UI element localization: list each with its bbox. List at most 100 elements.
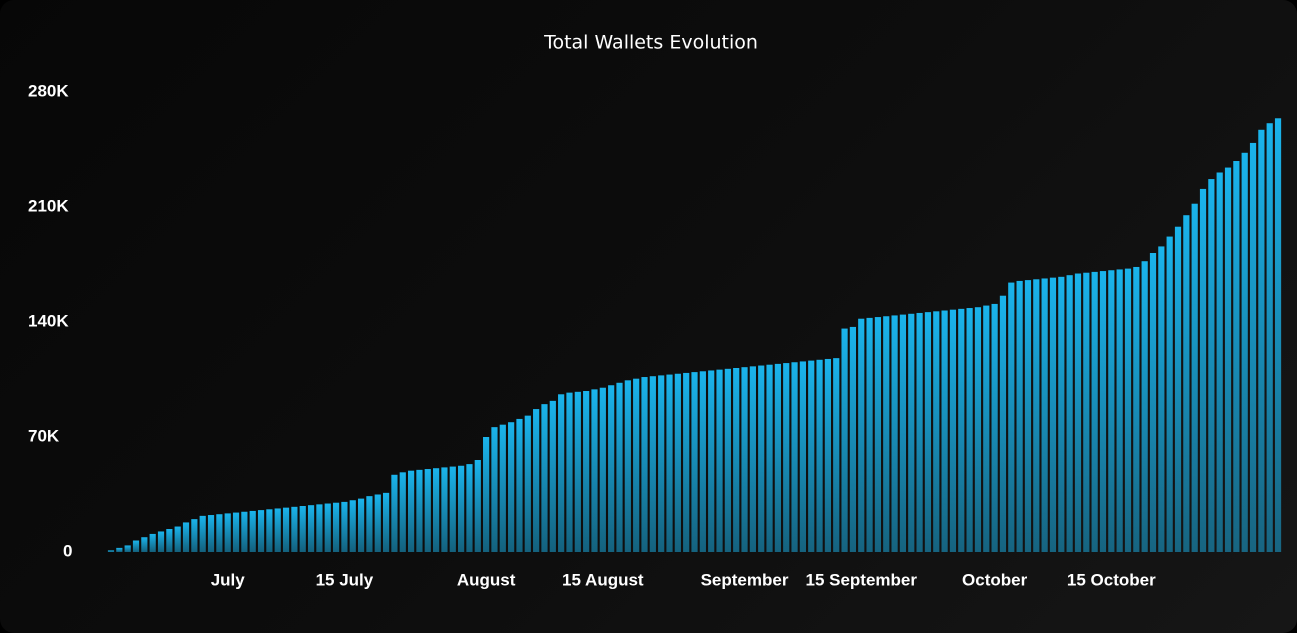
bar (966, 308, 973, 552)
bar (858, 318, 865, 552)
bar (599, 387, 606, 552)
bar (766, 364, 773, 552)
x-tick-label: August (457, 570, 516, 589)
bar (649, 376, 656, 552)
bar (824, 358, 831, 552)
bar (549, 400, 556, 552)
y-tick-label: 140K (28, 311, 69, 330)
bar (716, 369, 723, 552)
bar (674, 373, 681, 552)
bar (466, 464, 473, 552)
bar (433, 468, 440, 552)
bar (1149, 253, 1157, 552)
bar (474, 460, 481, 552)
x-tick-label: 15 September (805, 570, 917, 589)
bar (274, 508, 281, 552)
bar (483, 437, 490, 552)
bar (124, 545, 131, 552)
bar (191, 519, 198, 552)
bar (733, 368, 740, 552)
bar (1224, 167, 1232, 553)
bar (407, 470, 415, 552)
bar (1183, 215, 1190, 552)
bar (958, 308, 965, 552)
bar (999, 295, 1007, 552)
bar (891, 315, 898, 552)
bar (1099, 271, 1107, 552)
bar (107, 550, 115, 552)
bar (758, 365, 765, 552)
bar (357, 498, 365, 552)
x-tick-label: September (701, 570, 789, 589)
bar (849, 326, 857, 552)
bar (683, 372, 690, 552)
bar (658, 375, 665, 552)
bar (808, 360, 815, 552)
bar (833, 358, 840, 552)
bar (1124, 268, 1132, 552)
bar (566, 392, 573, 552)
bar (791, 362, 798, 552)
bar (1058, 276, 1065, 552)
bar (1191, 203, 1198, 552)
bar (508, 422, 515, 552)
bar (499, 424, 506, 552)
bar (641, 377, 648, 552)
bar (949, 309, 957, 552)
chart-title: Total Wallets Evolution (543, 32, 758, 54)
bar (741, 367, 748, 552)
bar (307, 505, 315, 552)
bar (1074, 273, 1082, 552)
bar (249, 510, 256, 552)
bar (1041, 278, 1048, 552)
bar (724, 368, 731, 552)
bar (257, 510, 265, 552)
bar (282, 507, 290, 552)
bar (1083, 272, 1090, 552)
bar (983, 305, 990, 552)
bar (574, 391, 581, 552)
bar (1016, 280, 1023, 552)
bar (749, 366, 756, 552)
bar (458, 465, 465, 552)
bar (1274, 118, 1282, 553)
bar (624, 380, 631, 552)
bar (366, 496, 373, 552)
bar (1008, 282, 1015, 552)
bar (216, 514, 223, 552)
bar (1158, 246, 1165, 552)
bar (174, 526, 181, 552)
bar (591, 389, 598, 552)
bar (1233, 161, 1240, 552)
bar (1024, 280, 1032, 552)
bar (232, 512, 240, 552)
bar (1066, 275, 1073, 552)
bar (583, 391, 590, 552)
bar (207, 515, 215, 552)
bar (332, 502, 340, 552)
bar (633, 378, 640, 552)
bar (316, 504, 323, 552)
bar (1216, 172, 1223, 552)
bar (1116, 269, 1123, 552)
bar (141, 537, 148, 552)
x-tick-label: 15 August (562, 570, 644, 589)
bar (524, 415, 531, 552)
bar (349, 500, 356, 552)
bar (241, 511, 248, 552)
bar (416, 469, 423, 552)
bar (299, 506, 306, 552)
bar (799, 361, 806, 552)
bar (199, 515, 206, 552)
bar (933, 311, 940, 552)
bar (1133, 266, 1140, 552)
bar (424, 469, 431, 552)
bar (866, 317, 873, 552)
y-tick-label: 280K (28, 81, 69, 100)
bar (974, 307, 982, 552)
bar (816, 359, 823, 552)
bar (341, 501, 348, 552)
bar (449, 466, 456, 552)
